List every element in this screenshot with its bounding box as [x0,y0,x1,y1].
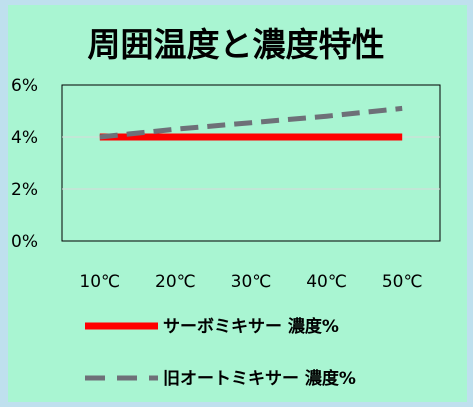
x-tick-label: 10℃ [79,272,120,292]
x-tick-label: 30℃ [231,272,272,292]
y-axis-ticks: 0% 2% 4% 6% [11,76,38,252]
legend-label-1: サーボミキサー 濃度% [163,316,339,337]
x-tick-label: 20℃ [155,272,196,292]
y-tick-label: 2% [11,180,38,200]
series-line-2 [99,105,403,140]
legend-label-2: 旧オートミキサー 濃度% [163,368,356,389]
y-tick-label: 4% [11,128,38,148]
x-axis-ticks: 10℃ 20℃ 30℃ 40℃ 50℃ [79,272,422,292]
chart-title: 周囲温度と濃度特性 [88,25,385,64]
series-lines [99,105,403,141]
x-tick-label: 40℃ [306,272,347,292]
y-tick-label: 0% [11,232,38,252]
x-tick-label: 50℃ [382,272,423,292]
y-tick-label: 6% [11,76,38,96]
legend: サーボミキサー 濃度% 旧オートミキサー 濃度% [85,316,356,389]
